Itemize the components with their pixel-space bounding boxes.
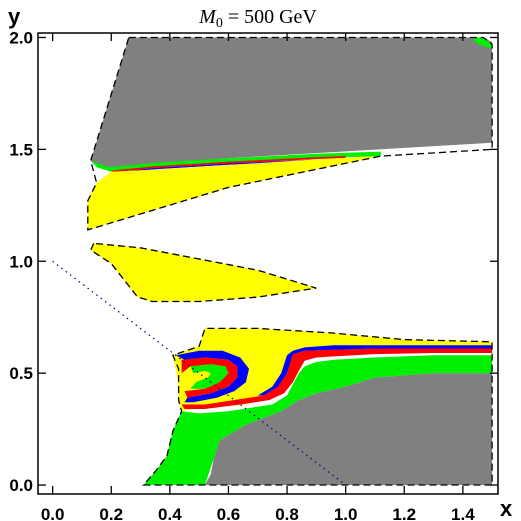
region-crescent-red — [181, 357, 238, 398]
chart-title-subscript: 0 — [216, 16, 223, 31]
chart-title-symbol: M — [198, 6, 217, 28]
y-ticks: 0.0 0.5 1.0 1.5 2.0 — [9, 28, 498, 495]
reference-line-layer — [52, 260, 346, 486]
region-lower-yellow — [172, 328, 493, 412]
y-tick-label: 0.0 — [9, 476, 33, 495]
chart-title: M0 = 500 GeV — [198, 6, 317, 31]
chart-title-rest: = 500 GeV — [223, 6, 318, 28]
region-middle-yellow — [90, 243, 317, 302]
y-tick-label: 1.5 — [9, 140, 33, 159]
x-tick-label: 0.4 — [158, 505, 182, 521]
region-lower-gray — [205, 373, 493, 485]
x-tick-label: 0.6 — [217, 505, 241, 521]
boundary-upper-boundary — [87, 36, 493, 231]
region-upper-red-strip — [111, 156, 346, 173]
region-layer — [87, 37, 493, 485]
plot-frame — [37, 32, 499, 495]
dotted-reference-line — [52, 260, 346, 486]
x-axis-label: x — [500, 496, 513, 521]
y-tick-label: 0.5 — [9, 364, 33, 383]
y-tick-label: 1.0 — [9, 252, 33, 271]
boundary-layer — [87, 36, 493, 486]
x-tick-label: 0.2 — [99, 505, 123, 521]
x-tick-label: 0.0 — [41, 505, 65, 521]
x-tick-label: 1.4 — [451, 505, 475, 521]
x-ticks: 0.0 0.2 0.4 0.6 0.8 1.0 1.2 1.4 — [41, 33, 475, 521]
y-tick-label: 2.0 — [9, 28, 33, 47]
boundary-lower-boundary — [142, 327, 493, 486]
x-tick-label: 0.8 — [275, 505, 299, 521]
region-upper-yellow — [87, 156, 381, 230]
region-upper-gray — [90, 37, 493, 170]
boundary-middle-boundary — [89, 242, 317, 303]
region-upper-green-top-right — [471, 37, 493, 49]
y-axis-label: y — [8, 4, 21, 29]
x-tick-label: 1.2 — [392, 505, 416, 521]
region-crescent-blue — [175, 350, 249, 403]
region-crescent-green — [190, 364, 229, 389]
region-lower-green — [143, 355, 493, 485]
x-tick-label: 1.0 — [334, 505, 358, 521]
